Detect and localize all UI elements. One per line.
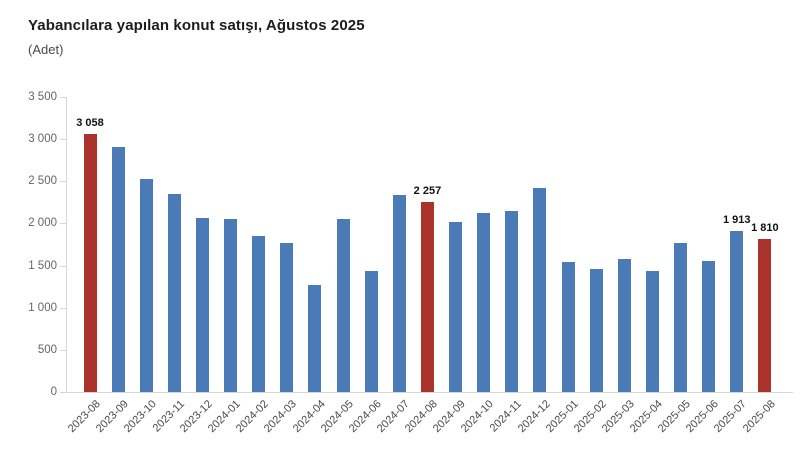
data-label-2025-07: 1 913	[722, 213, 751, 226]
bar-2024-02[interactable]	[252, 236, 266, 392]
bar-2025-08[interactable]	[758, 239, 772, 392]
bar-2024-09[interactable]	[449, 221, 463, 392]
bar-2024-10[interactable]	[477, 213, 491, 392]
chart-title: Yabancılara yapılan konut satışı, Ağusto…	[28, 17, 365, 34]
y-tick-label: 500	[37, 343, 57, 356]
y-tick-mark	[60, 223, 66, 225]
y-tick-label: 2 500	[28, 175, 57, 188]
y-tick-label: 2 000	[28, 217, 57, 230]
bar-2024-11[interactable]	[505, 210, 519, 392]
bar-2023-10[interactable]	[139, 178, 153, 392]
y-tick-label: 0	[50, 386, 57, 398]
y-tick-label: 3 500	[28, 91, 57, 103]
bar-2025-05[interactable]	[674, 243, 688, 392]
data-label-2024-08: 2 257	[413, 184, 442, 197]
x-axis-line	[66, 392, 793, 393]
bar-2025-01[interactable]	[561, 262, 575, 392]
bar-2024-07[interactable]	[392, 195, 406, 392]
bar-2023-08[interactable]	[83, 134, 97, 392]
bar-2024-12[interactable]	[533, 188, 547, 392]
y-tick-label: 1 500	[28, 259, 57, 272]
y-tick-label: 3 000	[28, 133, 57, 146]
y-tick-mark	[60, 265, 66, 267]
bar-2025-04[interactable]	[645, 271, 659, 392]
y-tick-mark	[60, 181, 66, 183]
bar-2024-05[interactable]	[336, 218, 350, 392]
bar-2023-12[interactable]	[195, 218, 209, 392]
bar-2024-03[interactable]	[280, 243, 294, 392]
bar-2025-07[interactable]	[730, 230, 744, 392]
bar-2024-04[interactable]	[308, 284, 322, 392]
bar-2025-03[interactable]	[617, 259, 631, 392]
bar-2023-09[interactable]	[111, 146, 125, 392]
y-tick-mark	[60, 349, 66, 351]
y-tick-mark	[60, 307, 66, 309]
y-tick-mark	[60, 97, 66, 98]
data-label-2025-08: 1 810	[751, 222, 779, 235]
bar-2025-02[interactable]	[589, 269, 603, 392]
data-label-2023-08: 3 058	[76, 117, 104, 130]
bar-2024-01[interactable]	[224, 219, 238, 392]
bar-2024-06[interactable]	[364, 271, 378, 392]
chart-subtitle: (Adet)	[28, 42, 64, 57]
bar-2023-11[interactable]	[167, 194, 181, 392]
y-tick-mark	[60, 392, 66, 393]
bar-2025-06[interactable]	[702, 260, 716, 392]
y-axis-line	[66, 97, 67, 392]
bar-2024-08[interactable]	[420, 201, 434, 392]
y-tick-mark	[60, 139, 66, 141]
y-tick-label: 1 000	[28, 301, 57, 314]
